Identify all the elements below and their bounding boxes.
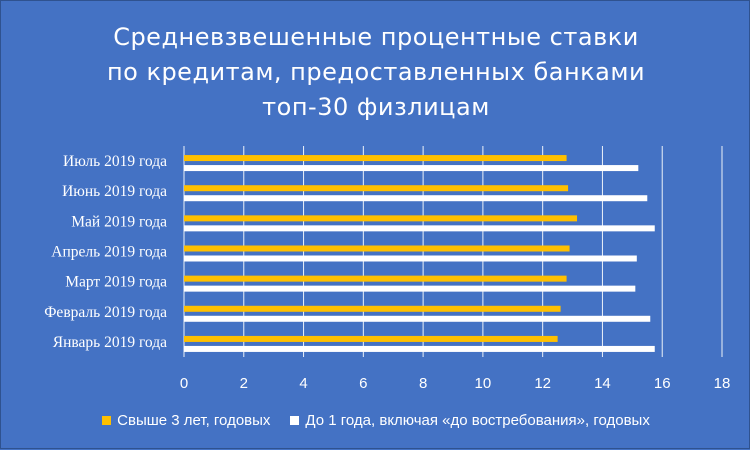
- bar-series-2: [184, 285, 636, 292]
- bar-series-2: [184, 255, 637, 262]
- bar-series-2: [184, 225, 655, 232]
- chart-title-line-2: по кредитам, предоставленных банками: [106, 58, 646, 86]
- bar-series-1: [184, 305, 561, 312]
- x-tick-label: 4: [299, 375, 307, 392]
- legend-swatch-series-2: [290, 416, 300, 425]
- chart-legend: Свыше 3 лет, годовых До 1 года, включая …: [1, 412, 750, 429]
- bar-series-1: [184, 215, 578, 222]
- x-tick-label: 12: [534, 375, 551, 392]
- x-tick-label: 2: [240, 375, 248, 392]
- legend-swatch-series-1: [102, 416, 112, 425]
- bar-series-1: [184, 245, 570, 252]
- y-category-label: Февраль 2019 года: [44, 304, 167, 321]
- x-tick-label: 18: [714, 375, 731, 392]
- y-category-label: Январь 2019 года: [53, 334, 167, 351]
- bar-series-2: [184, 315, 651, 322]
- y-category-label: Март 2019 года: [65, 274, 167, 291]
- bar-series-1: [184, 185, 569, 192]
- legend-item-series-2: До 1 года, включая «до востребования», г…: [290, 412, 650, 429]
- legend-label-series-1: Свыше 3 лет, годовых: [117, 412, 271, 429]
- bar-series-1: [184, 155, 567, 162]
- y-category-label: Май 2019 года: [71, 213, 167, 230]
- bar-series-2: [184, 195, 648, 202]
- x-tick-label: 16: [654, 375, 671, 392]
- x-tick-label: 0: [180, 375, 188, 392]
- bar-series-1: [184, 275, 567, 282]
- bar-series-2: [184, 165, 639, 172]
- x-tick-label: 10: [475, 375, 492, 392]
- y-category-label: Июль 2019 года: [63, 153, 167, 170]
- y-category-label: Июнь 2019 года: [62, 183, 167, 200]
- bar-series-1: [184, 335, 558, 342]
- x-tick-label: 6: [359, 375, 367, 392]
- x-tick-label: 14: [594, 375, 611, 392]
- chart-title-line-3: топ-30 физлицам: [262, 93, 490, 121]
- legend-item-series-1: Свыше 3 лет, годовых: [102, 412, 270, 429]
- x-tick-label: 8: [419, 375, 427, 392]
- bar-series-2: [184, 345, 655, 352]
- legend-label-series-2: До 1 года, включая «до востребования», г…: [305, 412, 650, 429]
- chart-title-line-1: Средневзвешенные процентные ставки: [113, 23, 639, 51]
- y-category-label: Апрель 2019 года: [51, 244, 167, 261]
